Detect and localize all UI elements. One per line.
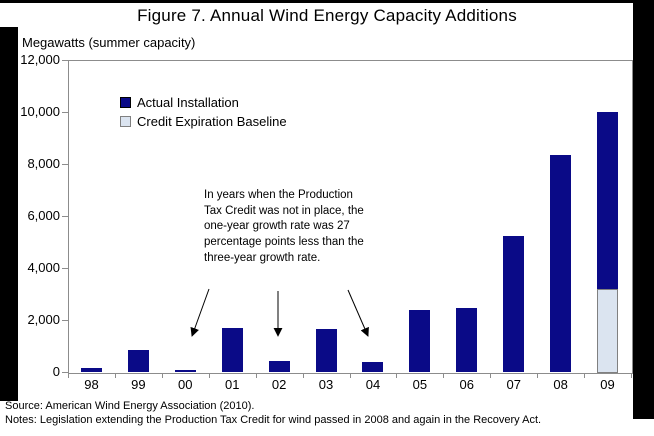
x-tick-label-98: 98: [84, 377, 99, 392]
legend-item-actual: Actual Installation: [120, 93, 287, 112]
bar-actual-98: [80, 368, 102, 372]
x-tick-label-01: 01: [224, 377, 240, 392]
x-tick-label-99: 99: [131, 377, 146, 392]
bar-actual-05: [409, 309, 431, 372]
chart-title: Figure 7. Annual Wind Energy Capacity Ad…: [137, 6, 517, 25]
x-tick-label-05: 05: [412, 377, 428, 392]
x-tick-mark: [537, 373, 539, 378]
y-tick-mark: [62, 268, 68, 269]
bar-actual-08: [550, 154, 572, 372]
x-tick-mark: [208, 373, 210, 378]
x-tick-label-09: 09: [600, 377, 615, 392]
actual-installation-swatch: [120, 97, 131, 108]
bar-actual-09: [597, 112, 619, 289]
y-tick-label: 8,000: [27, 156, 60, 171]
y-tick-label: 6,000: [27, 208, 60, 223]
x-tick-label-07: 07: [506, 377, 521, 392]
x-tick-mark: [255, 373, 257, 378]
y-tick-mark: [62, 164, 68, 165]
bar-actual-02: [268, 360, 290, 372]
x-tick-mark: [584, 373, 586, 378]
source-notes: Source: American Wind Energy Association…: [5, 399, 541, 427]
x-tick-mark: [161, 373, 163, 378]
photo-edge-top: [0, 0, 654, 3]
legend-baseline-label: Credit Expiration Baseline: [137, 114, 287, 129]
y-tick-mark: [62, 60, 68, 61]
annotation-text: In years when the Production Tax Credit …: [204, 189, 364, 264]
y-axis-unit-label: Megawatts (summer capacity): [22, 35, 196, 50]
bar-actual-07: [503, 235, 525, 372]
chart-legend: Actual Installation Credit Expiration Ba…: [120, 93, 287, 131]
x-tick-label-06: 06: [459, 377, 475, 392]
x-tick-label-04: 04: [365, 377, 381, 392]
x-tick-label-02: 02: [271, 377, 287, 392]
x-tick-mark: [349, 373, 351, 378]
y-tick-mark: [62, 372, 68, 373]
legend-item-baseline: Credit Expiration Baseline: [120, 112, 287, 131]
notes-line: Notes: Legislation extending the Product…: [5, 414, 542, 426]
bar-actual-99: [127, 349, 149, 372]
y-tick-label: 10,000: [20, 104, 60, 119]
x-tick-mark: [68, 373, 69, 378]
x-tick-mark: [114, 373, 116, 378]
x-tick-label-03: 03: [318, 377, 334, 392]
y-tick-mark: [62, 112, 68, 113]
bar-baseline-09: [597, 288, 619, 373]
y-tick-mark: [62, 320, 68, 321]
x-tick-mark: [302, 373, 304, 378]
x-tick-mark: [631, 373, 632, 378]
x-tick-mark: [490, 373, 492, 378]
credit-expiration-baseline-swatch: [120, 116, 131, 127]
x-tick-label-00: 00: [178, 377, 193, 392]
y-tick-mark: [62, 216, 68, 217]
photo-edge-right: [633, 3, 654, 419]
x-tick-mark: [396, 373, 398, 378]
y-tick-label: 4,000: [27, 260, 60, 275]
y-tick-label: 2,000: [27, 312, 60, 327]
legend-actual-label: Actual Installation: [137, 95, 239, 110]
source-line: Source: American Wind Energy Association…: [5, 400, 255, 412]
photo-edge-left: [0, 27, 18, 401]
bar-actual-06: [456, 308, 478, 372]
x-tick-label-08: 08: [553, 377, 568, 392]
y-tick-label: 12,000: [20, 52, 60, 67]
bar-actual-01: [221, 327, 243, 372]
bar-actual-04: [362, 361, 384, 372]
bar-actual-00: [174, 370, 196, 372]
y-tick-label: 0: [52, 364, 60, 379]
bar-actual-03: [315, 329, 337, 372]
x-tick-mark: [443, 373, 445, 378]
